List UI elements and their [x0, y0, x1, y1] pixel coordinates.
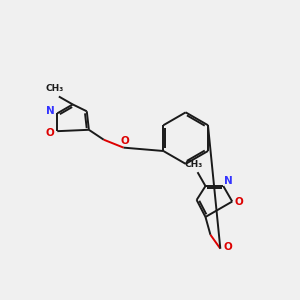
Text: O: O — [120, 136, 129, 146]
Text: CH₃: CH₃ — [184, 160, 203, 169]
Text: N: N — [224, 176, 233, 186]
Text: N: N — [46, 106, 55, 116]
Text: O: O — [235, 196, 244, 206]
Text: O: O — [224, 242, 233, 252]
Text: O: O — [46, 128, 55, 138]
Text: CH₃: CH₃ — [46, 84, 64, 93]
